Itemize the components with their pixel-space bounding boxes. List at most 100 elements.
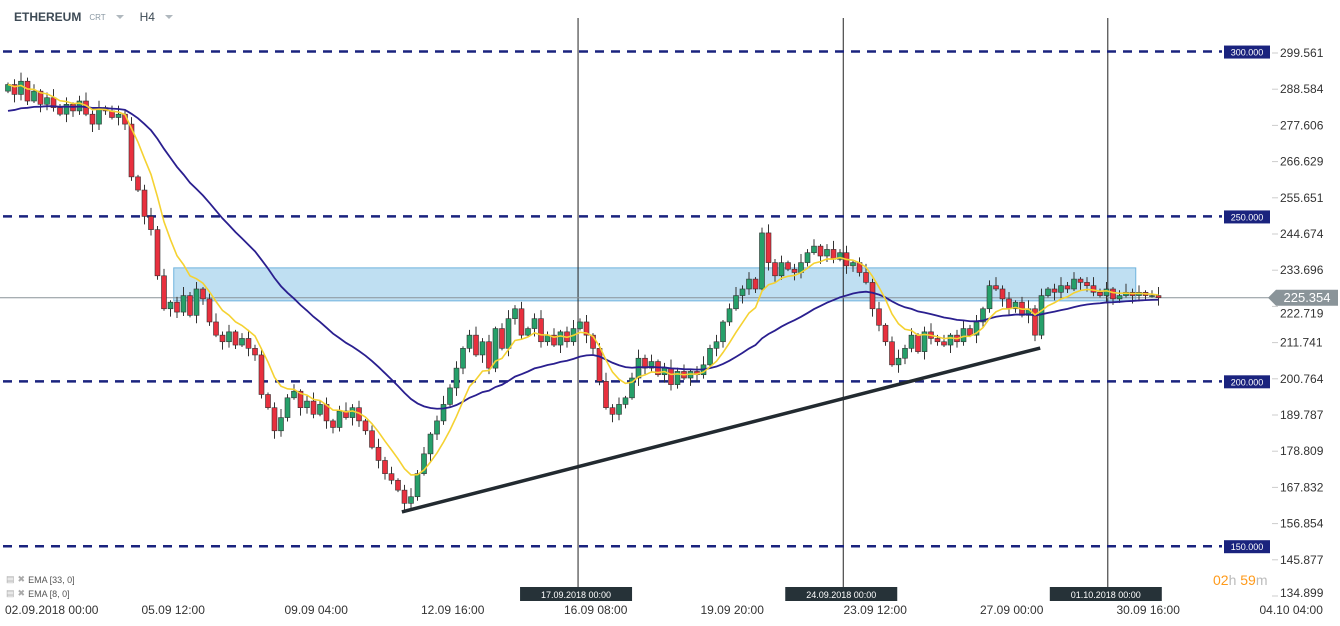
x-tick-label: 23.09 12:00	[844, 603, 908, 617]
candle-up	[414, 473, 421, 498]
candle-down	[200, 288, 206, 300]
candle-up	[447, 387, 453, 405]
candle-up	[115, 113, 122, 118]
candle-up	[180, 295, 187, 313]
candle-down	[889, 341, 895, 366]
candle-down	[174, 301, 180, 313]
candle-down	[135, 176, 141, 191]
vertical-marker-label-bg	[1049, 587, 1162, 601]
candle-up	[479, 341, 486, 356]
candle-down	[245, 338, 252, 349]
y-tick-label: 299.561	[1280, 46, 1324, 60]
candle-up	[421, 453, 427, 474]
candle-up	[239, 338, 245, 346]
candle-up	[317, 404, 323, 415]
candle-up	[1149, 295, 1155, 297]
timer-hours: 02	[1213, 572, 1229, 588]
candle-down	[258, 354, 265, 395]
candle-up	[525, 328, 531, 336]
candle-down	[11, 84, 18, 95]
candle-up	[1103, 288, 1110, 296]
x-tick-label: 16.09 08:00	[564, 603, 628, 617]
candle-down	[89, 113, 96, 125]
candle-up	[960, 328, 967, 343]
candle-down	[752, 278, 759, 290]
candle-up	[18, 80, 24, 95]
candle-up	[804, 252, 811, 263]
candle-up	[947, 334, 954, 346]
candle-down	[993, 285, 999, 290]
candle-up	[291, 390, 297, 399]
candle-down	[395, 479, 401, 491]
x-tick-label: 30.09 16:00	[1117, 603, 1181, 617]
candle-down	[583, 321, 590, 336]
candle-up	[759, 232, 765, 290]
level-label-bg	[1224, 210, 1270, 224]
candle-up	[44, 97, 50, 105]
y-tick-label: 288.584	[1280, 82, 1324, 96]
timeframe-select[interactable]: H4	[139, 10, 155, 24]
y-tick-label: 145.877	[1280, 553, 1324, 567]
vertical-marker-label: 01.10.2018 00:00	[1071, 590, 1141, 600]
candle-up	[63, 104, 70, 115]
x-tick-label: 27.09 00:00	[980, 603, 1044, 617]
candle-up	[434, 420, 440, 435]
candle-up	[629, 377, 635, 399]
candle-up	[713, 341, 720, 349]
settings-icon[interactable]: ▤	[6, 588, 15, 598]
symbol-dropdown-icon[interactable]	[115, 15, 124, 19]
candle-down	[876, 308, 882, 326]
candle-down	[369, 430, 375, 448]
candle-down	[219, 334, 226, 343]
level-label: 200.000	[1231, 377, 1264, 387]
candle-up	[531, 318, 538, 329]
candle-down	[596, 348, 603, 382]
settings-icon[interactable]: ▤	[6, 574, 15, 584]
y-tick-label: 167.832	[1280, 480, 1324, 494]
indicator-ema-8: ▤ ✖ EMA [8, 0]	[6, 588, 70, 599]
candle-down	[499, 328, 505, 349]
timeframe-dropdown-icon[interactable]	[164, 15, 173, 19]
y-tick-label: 244.674	[1280, 227, 1324, 241]
candle-down	[128, 123, 135, 178]
timer-minutes-unit: m	[1255, 572, 1268, 588]
candle-up	[505, 318, 512, 349]
chart-header: ETHEREUM CRT H4	[14, 10, 181, 24]
timer-hours-unit: h	[1228, 572, 1237, 588]
candle-up	[31, 90, 37, 102]
candle-down	[1155, 295, 1162, 299]
candle-down	[999, 288, 1006, 300]
symbol-name[interactable]: ETHEREUM	[14, 10, 82, 24]
level-label: 300.000	[1231, 48, 1264, 58]
y-tick-label: 222.719	[1280, 307, 1324, 321]
candle-down	[609, 407, 616, 415]
trendline-support	[401, 346, 1041, 514]
level-label-bg	[1224, 540, 1270, 554]
x-tick-label: 19.09 20:00	[701, 603, 765, 617]
candle-down	[934, 338, 941, 343]
candle-down	[401, 489, 408, 504]
candle-up	[622, 397, 629, 405]
current-price-badge	[1268, 289, 1338, 306]
candle-down	[668, 367, 674, 385]
candle-down	[1051, 288, 1058, 293]
candle-down	[967, 328, 973, 336]
level-label: 150.000	[1231, 542, 1264, 552]
close-icon[interactable]: ✖	[17, 574, 26, 584]
candle-down	[343, 410, 349, 418]
candle-down	[1006, 298, 1012, 310]
candle-down	[1084, 282, 1090, 286]
candle-up	[778, 262, 785, 277]
candle-down	[252, 348, 258, 356]
candle-down	[817, 245, 824, 257]
close-icon[interactable]: ✖	[17, 588, 26, 598]
y-tick-label: 156.854	[1280, 517, 1324, 531]
x-tick-label: 05.09 12:00	[142, 603, 206, 617]
candle-down	[232, 331, 239, 346]
candle-down	[265, 394, 271, 409]
ema-8-line	[7, 83, 1159, 476]
y-tick-label: 277.606	[1280, 118, 1324, 132]
level-label-bg	[1224, 45, 1270, 59]
candle-down	[24, 80, 31, 102]
